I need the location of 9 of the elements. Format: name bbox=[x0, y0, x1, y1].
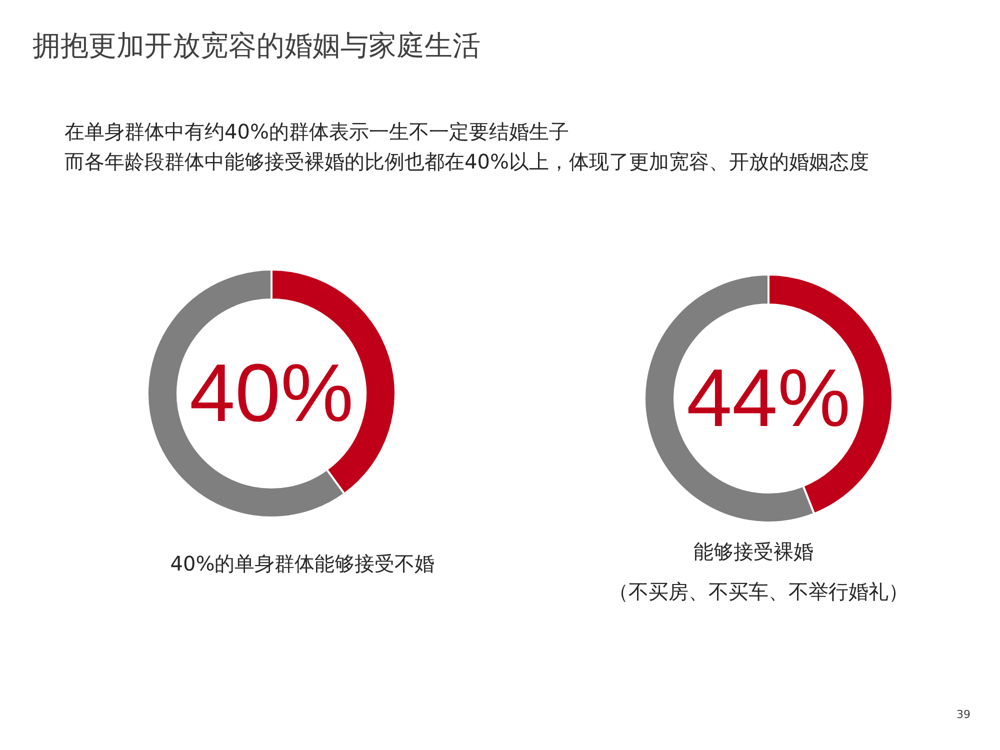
text: 而各年龄段群体中能够接受裸婚的比例也都在40%以上，体现了更加宽容、开放的婚姻态度 bbox=[64, 150, 869, 174]
data-label: 44% bbox=[686, 353, 851, 444]
text: 能够接受裸婚 bbox=[694, 540, 814, 564]
text: 39 bbox=[956, 708, 971, 721]
data-label: 40% bbox=[189, 348, 354, 439]
text: 在单身群体中有约40%的群体表示一生不一定要结婚生子 bbox=[64, 120, 569, 144]
text: 40%的单身群体能够接受不婚 bbox=[170, 552, 435, 576]
text: （不买房、不买车、不举行婚礼） bbox=[608, 580, 908, 604]
chart-title: 拥抱更加开放宽容的婚姻与家庭生活 bbox=[32, 29, 480, 62]
